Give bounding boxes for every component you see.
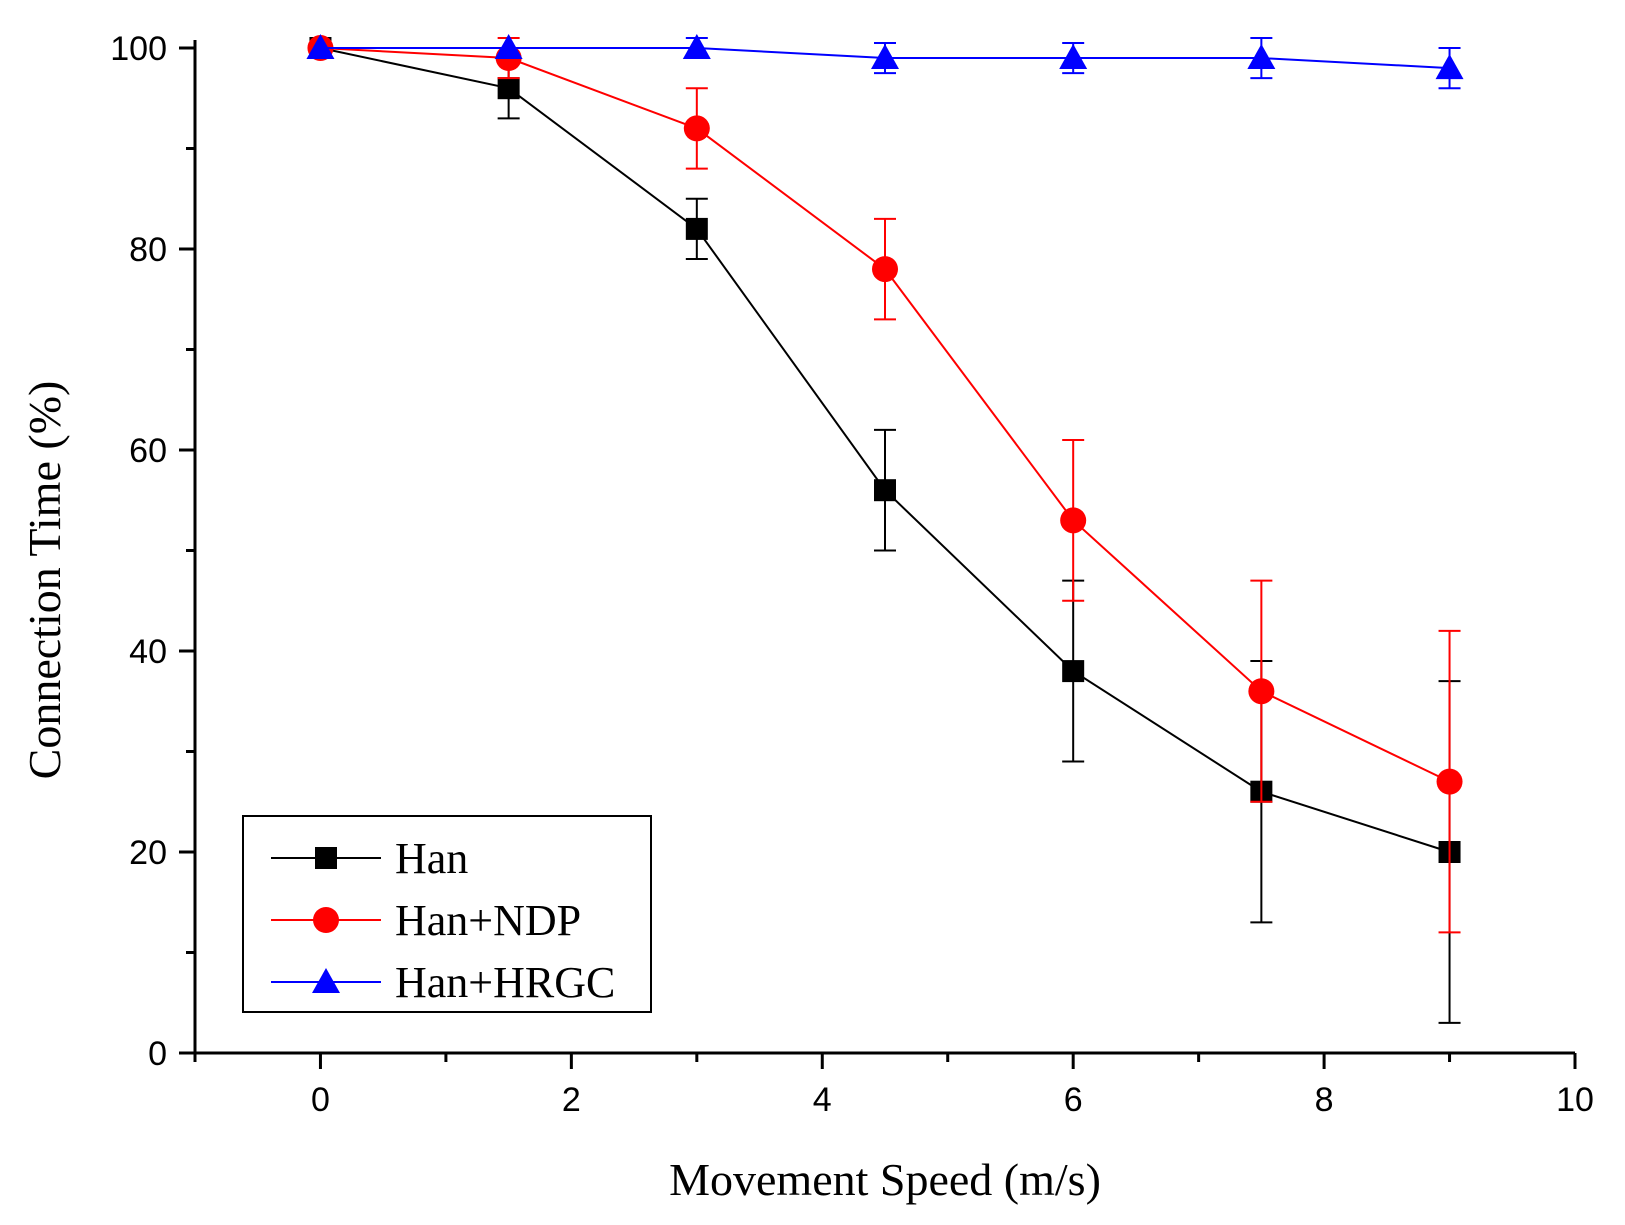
legend-marker xyxy=(315,847,337,869)
data-point xyxy=(684,115,710,141)
y-axis-title: Connection Time (%) xyxy=(19,381,70,780)
data-point xyxy=(1060,507,1086,533)
x-tick-label: 4 xyxy=(813,1081,832,1119)
data-point xyxy=(686,218,708,240)
data-point xyxy=(498,77,520,99)
x-tick-label: 10 xyxy=(1556,1081,1594,1119)
legend-label: Han xyxy=(395,834,468,883)
legend-label: Han+NDP xyxy=(395,896,581,945)
x-tick-label: 8 xyxy=(1315,1081,1334,1119)
y-tick-label: 40 xyxy=(129,633,167,671)
y-tick-label: 100 xyxy=(110,30,167,68)
x-tick-label: 6 xyxy=(1064,1081,1083,1119)
y-tick-label: 80 xyxy=(129,231,167,269)
legend-marker xyxy=(313,907,339,933)
data-point xyxy=(1059,44,1087,69)
x-axis-title: Movement Speed (m/s) xyxy=(669,1154,1101,1205)
y-tick-label: 20 xyxy=(129,834,167,872)
series-han-hrgc xyxy=(306,34,1463,88)
data-point xyxy=(874,479,896,501)
data-point xyxy=(1247,44,1275,69)
line-chart: 0 2 4 6 8 10020406080100 Movement Speed (m/s)… xyxy=(0,0,1625,1225)
data-point xyxy=(1062,660,1084,682)
legend: Han Han+NDP Han+HRGC xyxy=(243,816,651,1012)
data-point xyxy=(1248,678,1274,704)
x-tick-label: 2 xyxy=(562,1081,581,1119)
x-tick-label: 0 xyxy=(311,1081,330,1119)
data-point xyxy=(1437,769,1463,795)
series-line xyxy=(320,48,1449,782)
legend-label: Han+HRGC xyxy=(395,958,615,1007)
y-tick-label: 0 xyxy=(148,1035,167,1073)
y-tick-label: 60 xyxy=(129,432,167,470)
data-point xyxy=(872,256,898,282)
